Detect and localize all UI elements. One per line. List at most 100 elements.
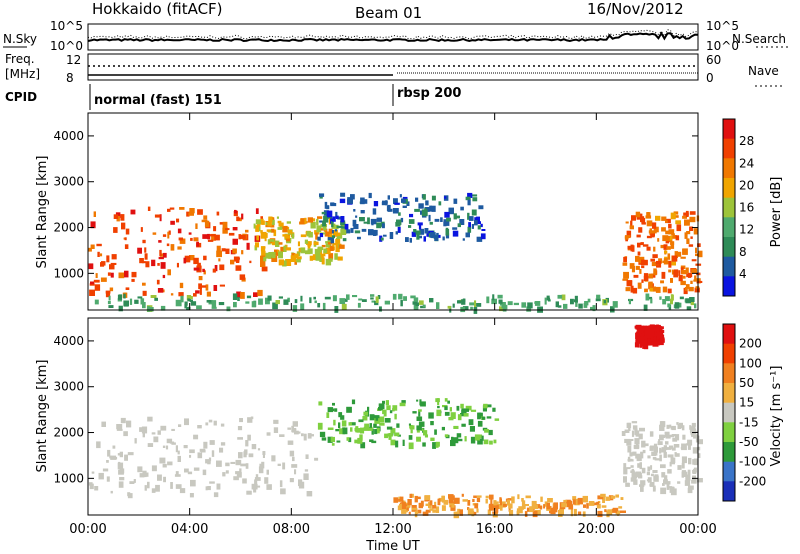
heatmap-cell xyxy=(273,229,277,237)
heatmap-cell xyxy=(266,469,269,475)
heatmap-cell xyxy=(625,221,629,224)
heatmap-cell xyxy=(298,481,305,489)
power-panel: Slant Range [km] 1000 2000 3000 4000 28 24 20… xyxy=(35,112,784,314)
heatmap-cell xyxy=(635,336,640,342)
colorbar-tick-label: 100 xyxy=(739,356,762,370)
heatmap-cell xyxy=(662,483,665,486)
heatmap-cell xyxy=(438,201,442,206)
heatmap-cell xyxy=(292,305,298,312)
heatmap-cell xyxy=(310,434,314,437)
heatmap-cell xyxy=(408,442,414,450)
heatmap-cell xyxy=(676,422,679,425)
heatmap-cell xyxy=(131,278,135,282)
heatmap-cell xyxy=(478,434,483,439)
heatmap-cell xyxy=(507,498,514,501)
heatmap-cell xyxy=(674,215,679,218)
heatmap-cell xyxy=(340,415,345,420)
heatmap-cell xyxy=(653,443,658,450)
heatmap-cell xyxy=(627,456,631,462)
heatmap-cell xyxy=(441,426,445,431)
heatmap-cell xyxy=(461,423,466,427)
heatmap-cell xyxy=(596,501,600,505)
heatmap-cell xyxy=(409,238,412,243)
heatmap-cell xyxy=(423,236,426,242)
heatmap-cell xyxy=(643,304,648,311)
heatmap-cell xyxy=(539,505,543,510)
heatmap-cell xyxy=(129,481,135,484)
heatmap-cell xyxy=(620,510,626,513)
heatmap-cell xyxy=(650,258,655,262)
heatmap-cell xyxy=(394,432,400,437)
heatmap-cell xyxy=(333,419,336,426)
heatmap-cell xyxy=(296,258,301,263)
heatmap-cell xyxy=(186,306,191,311)
heatmap-cell xyxy=(214,265,218,272)
heatmap-cell xyxy=(336,225,343,229)
heatmap-cell xyxy=(655,261,661,265)
heatmap-cell xyxy=(647,466,651,472)
heatmap-cell xyxy=(448,417,454,421)
heatmap-cell xyxy=(361,228,367,232)
heatmap-cell xyxy=(420,401,426,407)
heatmap-cell xyxy=(190,237,193,241)
heatmap-cell xyxy=(199,288,202,295)
heatmap-cell xyxy=(219,264,225,271)
heatmap-cell xyxy=(289,478,294,483)
heatmap-cell xyxy=(420,230,424,233)
heatmap-cell xyxy=(260,260,266,267)
heatmap-cell xyxy=(341,303,347,310)
heatmap-cell xyxy=(640,486,644,492)
heatmap-cell xyxy=(271,219,275,226)
heatmap-cell xyxy=(605,496,611,501)
heatmap-cell xyxy=(269,239,275,242)
heatmap-cell xyxy=(222,472,226,477)
heatmap-cell xyxy=(490,505,496,509)
heatmap-cell xyxy=(100,277,107,282)
heatmap-cell xyxy=(637,242,641,248)
heatmap-cell xyxy=(177,228,182,234)
heatmap-cell xyxy=(167,269,171,276)
heatmap-cell xyxy=(193,467,200,471)
heatmap-cell xyxy=(544,501,548,507)
heatmap-cell xyxy=(232,227,238,231)
heatmap-cell xyxy=(481,229,486,231)
heatmap-cell xyxy=(350,427,353,432)
heatmap-cell xyxy=(267,254,272,257)
heatmap-cell xyxy=(463,408,469,412)
heatmap-cell xyxy=(89,483,94,490)
heatmap-cell xyxy=(671,261,676,266)
heatmap-cell xyxy=(406,201,410,206)
heatmap-cell xyxy=(274,249,279,256)
heatmap-cell xyxy=(642,244,649,247)
heatmap-cell xyxy=(474,503,479,509)
heatmap-cell xyxy=(353,224,359,230)
heatmap-cell xyxy=(354,428,360,431)
heatmap-cell xyxy=(232,293,238,300)
heatmap-cell xyxy=(256,222,261,227)
heatmap-cell xyxy=(444,398,448,402)
heatmap-cell xyxy=(665,241,670,244)
heatmap-cell xyxy=(471,224,474,229)
heatmap-cell xyxy=(386,426,393,430)
heatmap-cell xyxy=(211,300,217,308)
heatmap-cell xyxy=(523,504,526,509)
heatmap-cell xyxy=(162,463,167,468)
heatmap-cell xyxy=(300,247,306,254)
heatmap-cell xyxy=(477,221,481,225)
heatmap-cell xyxy=(193,257,199,265)
heatmap-cell xyxy=(331,230,334,234)
heatmap-cell xyxy=(225,462,230,467)
heatmap-cell xyxy=(691,268,698,274)
heatmap-cell xyxy=(118,305,123,312)
heatmap-cell xyxy=(130,209,136,215)
heatmap-cell xyxy=(342,238,347,242)
heatmap-cell xyxy=(472,197,478,202)
heatmap-cell xyxy=(377,427,380,434)
heatmap-cell xyxy=(314,457,319,461)
heatmap-cell xyxy=(124,270,129,278)
heatmap-cell xyxy=(323,215,329,223)
heatmap-cell xyxy=(283,245,287,252)
heatmap-cell xyxy=(226,306,231,312)
heatmap-cell xyxy=(100,262,105,267)
heatmap-cell xyxy=(319,220,325,223)
